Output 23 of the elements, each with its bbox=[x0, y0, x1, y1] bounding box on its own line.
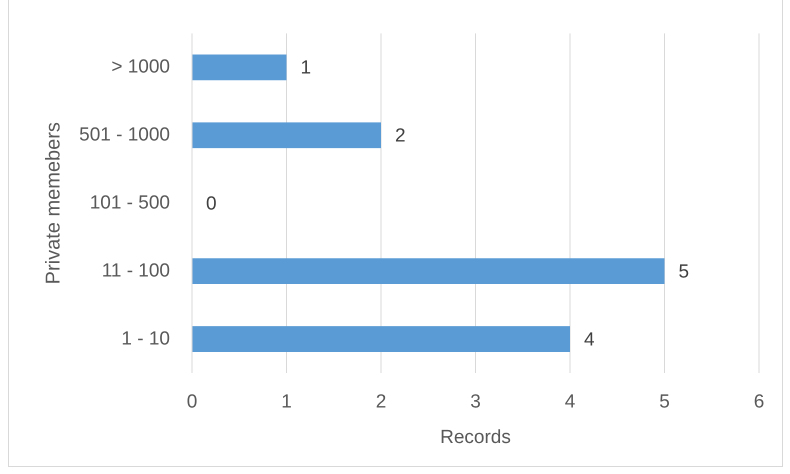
y-tick-label: > 1000 bbox=[111, 56, 170, 78]
y-tick-label: 1 - 10 bbox=[121, 328, 170, 350]
y-tick-label: 101 - 500 bbox=[90, 192, 170, 214]
x-tick-label: 4 bbox=[564, 392, 576, 413]
x-tick-label: 6 bbox=[754, 392, 764, 413]
y-axis-title: Private memebers bbox=[42, 122, 65, 284]
x-tick-label: 1 bbox=[281, 392, 292, 413]
x-tick-label: 2 bbox=[376, 392, 386, 413]
bar bbox=[192, 326, 570, 352]
x-tick-label: 0 bbox=[186, 392, 198, 413]
bar bbox=[192, 122, 381, 148]
bar bbox=[192, 258, 664, 284]
data-label: 5 bbox=[678, 261, 690, 282]
data-label: 2 bbox=[395, 126, 406, 147]
bar bbox=[192, 54, 286, 80]
x-tick-label: 3 bbox=[470, 392, 481, 413]
x-tick-label: 5 bbox=[659, 392, 670, 413]
data-label: 0 bbox=[206, 193, 217, 214]
y-tick-label: 11 - 100 bbox=[102, 260, 170, 282]
data-label: 1 bbox=[300, 58, 312, 79]
y-tick-label: 501 - 1000 bbox=[79, 124, 170, 146]
data-label: 4 bbox=[584, 329, 595, 350]
x-axis-title: Records bbox=[440, 426, 511, 448]
